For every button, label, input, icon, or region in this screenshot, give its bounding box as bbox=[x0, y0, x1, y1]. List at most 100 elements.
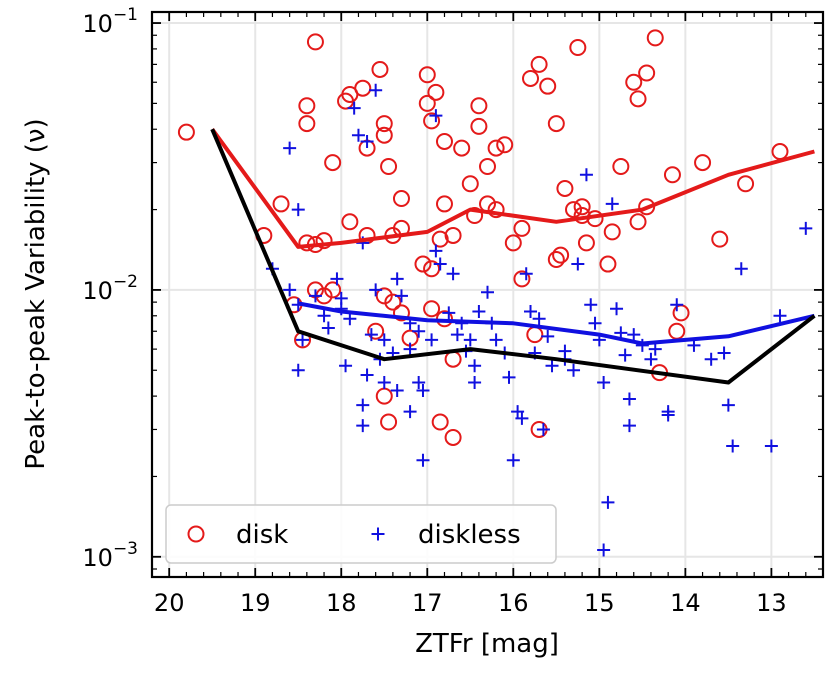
disk-point bbox=[737, 175, 755, 193]
disk-point bbox=[487, 139, 505, 157]
diskless-point bbox=[704, 352, 718, 366]
disk-point bbox=[375, 387, 393, 405]
disk-point bbox=[668, 322, 686, 340]
diskless-point bbox=[597, 543, 611, 557]
disk-point bbox=[427, 83, 445, 101]
disk-point bbox=[552, 246, 570, 264]
diskless-point bbox=[519, 267, 533, 281]
diskless-point bbox=[360, 368, 374, 382]
x-tick-label: 19 bbox=[240, 589, 271, 617]
disk-point bbox=[487, 201, 505, 219]
diskless-point bbox=[351, 128, 365, 142]
diskless-point bbox=[726, 439, 740, 453]
disk-point bbox=[435, 195, 453, 213]
diskless-point bbox=[489, 333, 503, 347]
disk-point bbox=[638, 64, 656, 82]
diskless-point bbox=[425, 333, 439, 347]
diskless-point bbox=[579, 168, 593, 182]
disk-point bbox=[375, 126, 393, 144]
disk-point bbox=[625, 73, 643, 91]
disk-point bbox=[479, 158, 496, 176]
diskless-point bbox=[283, 141, 297, 155]
legend: disk diskless bbox=[165, 504, 557, 564]
disk-point bbox=[513, 219, 531, 237]
diskless-point bbox=[416, 383, 430, 397]
diskless-point bbox=[296, 333, 310, 347]
diskless-point bbox=[390, 272, 404, 286]
diskless-point bbox=[524, 305, 538, 319]
disk-point bbox=[435, 132, 453, 150]
diskless-point bbox=[481, 285, 494, 299]
disk-point bbox=[453, 139, 471, 157]
disk-point bbox=[599, 255, 617, 273]
disk-point bbox=[177, 123, 195, 141]
disk-point bbox=[646, 29, 664, 47]
disk-point bbox=[392, 190, 410, 208]
diskless-point bbox=[764, 439, 778, 453]
diskless-median-line bbox=[297, 301, 815, 346]
disk-point bbox=[337, 92, 355, 110]
disk-point bbox=[306, 33, 324, 51]
diskless-point bbox=[502, 370, 516, 384]
diskless-point bbox=[390, 383, 404, 397]
plot-frame bbox=[150, 10, 825, 579]
disk-point bbox=[380, 158, 398, 176]
diskless-point bbox=[429, 244, 443, 258]
diskless-point bbox=[450, 328, 464, 342]
diskless-point bbox=[339, 359, 353, 373]
disk-point bbox=[324, 154, 342, 172]
diskless-point bbox=[412, 375, 426, 389]
disk-point bbox=[461, 175, 479, 193]
diskless-point bbox=[442, 306, 456, 320]
diskless-point bbox=[773, 309, 787, 323]
disk-point bbox=[612, 158, 630, 176]
diskless-point bbox=[622, 419, 636, 433]
disk-point bbox=[530, 55, 548, 73]
diskless-point bbox=[291, 203, 305, 217]
diskless-point bbox=[403, 342, 417, 356]
diskless-point bbox=[588, 316, 602, 330]
disk-point bbox=[771, 143, 789, 161]
disk-point bbox=[375, 115, 393, 133]
diskless-point bbox=[734, 262, 748, 276]
diskless-point bbox=[360, 134, 374, 148]
disk-point bbox=[371, 60, 389, 78]
diskless-point bbox=[515, 411, 529, 425]
disk-point bbox=[629, 213, 647, 231]
x-tick-label: 14 bbox=[670, 589, 701, 617]
y-tick-label: 10−1 bbox=[82, 5, 138, 38]
diskless-point bbox=[545, 359, 559, 373]
disk-point bbox=[526, 326, 544, 344]
diskless-point bbox=[377, 333, 391, 347]
diskless-point bbox=[343, 312, 357, 326]
diskless-point bbox=[622, 392, 636, 406]
disk-point bbox=[547, 115, 565, 133]
diskless-point bbox=[670, 298, 684, 312]
diskless-point bbox=[364, 328, 378, 342]
disk-point bbox=[663, 166, 681, 184]
diskless-point bbox=[369, 283, 383, 297]
diskless-point bbox=[605, 197, 619, 211]
disk-point bbox=[444, 428, 462, 446]
diskless-point bbox=[446, 267, 460, 281]
diskless-point bbox=[291, 363, 305, 377]
diskless-point bbox=[468, 359, 482, 373]
disk-point bbox=[423, 300, 441, 318]
disk-point bbox=[324, 281, 342, 299]
x-tick-label: 13 bbox=[756, 589, 787, 617]
disk-point bbox=[513, 270, 531, 288]
diskless-point bbox=[377, 375, 391, 389]
disk-point bbox=[315, 232, 333, 250]
diskless-point bbox=[661, 408, 675, 422]
diskless-point bbox=[610, 302, 624, 316]
disk-point bbox=[466, 207, 484, 225]
diskless-point bbox=[416, 453, 430, 467]
disk-point bbox=[694, 154, 712, 172]
diskless-point bbox=[648, 342, 662, 356]
disk-point bbox=[431, 413, 449, 431]
disk-point bbox=[392, 304, 410, 322]
disk-point bbox=[629, 90, 647, 108]
legend-disk-marker bbox=[187, 525, 205, 543]
diskless-point bbox=[321, 321, 335, 335]
